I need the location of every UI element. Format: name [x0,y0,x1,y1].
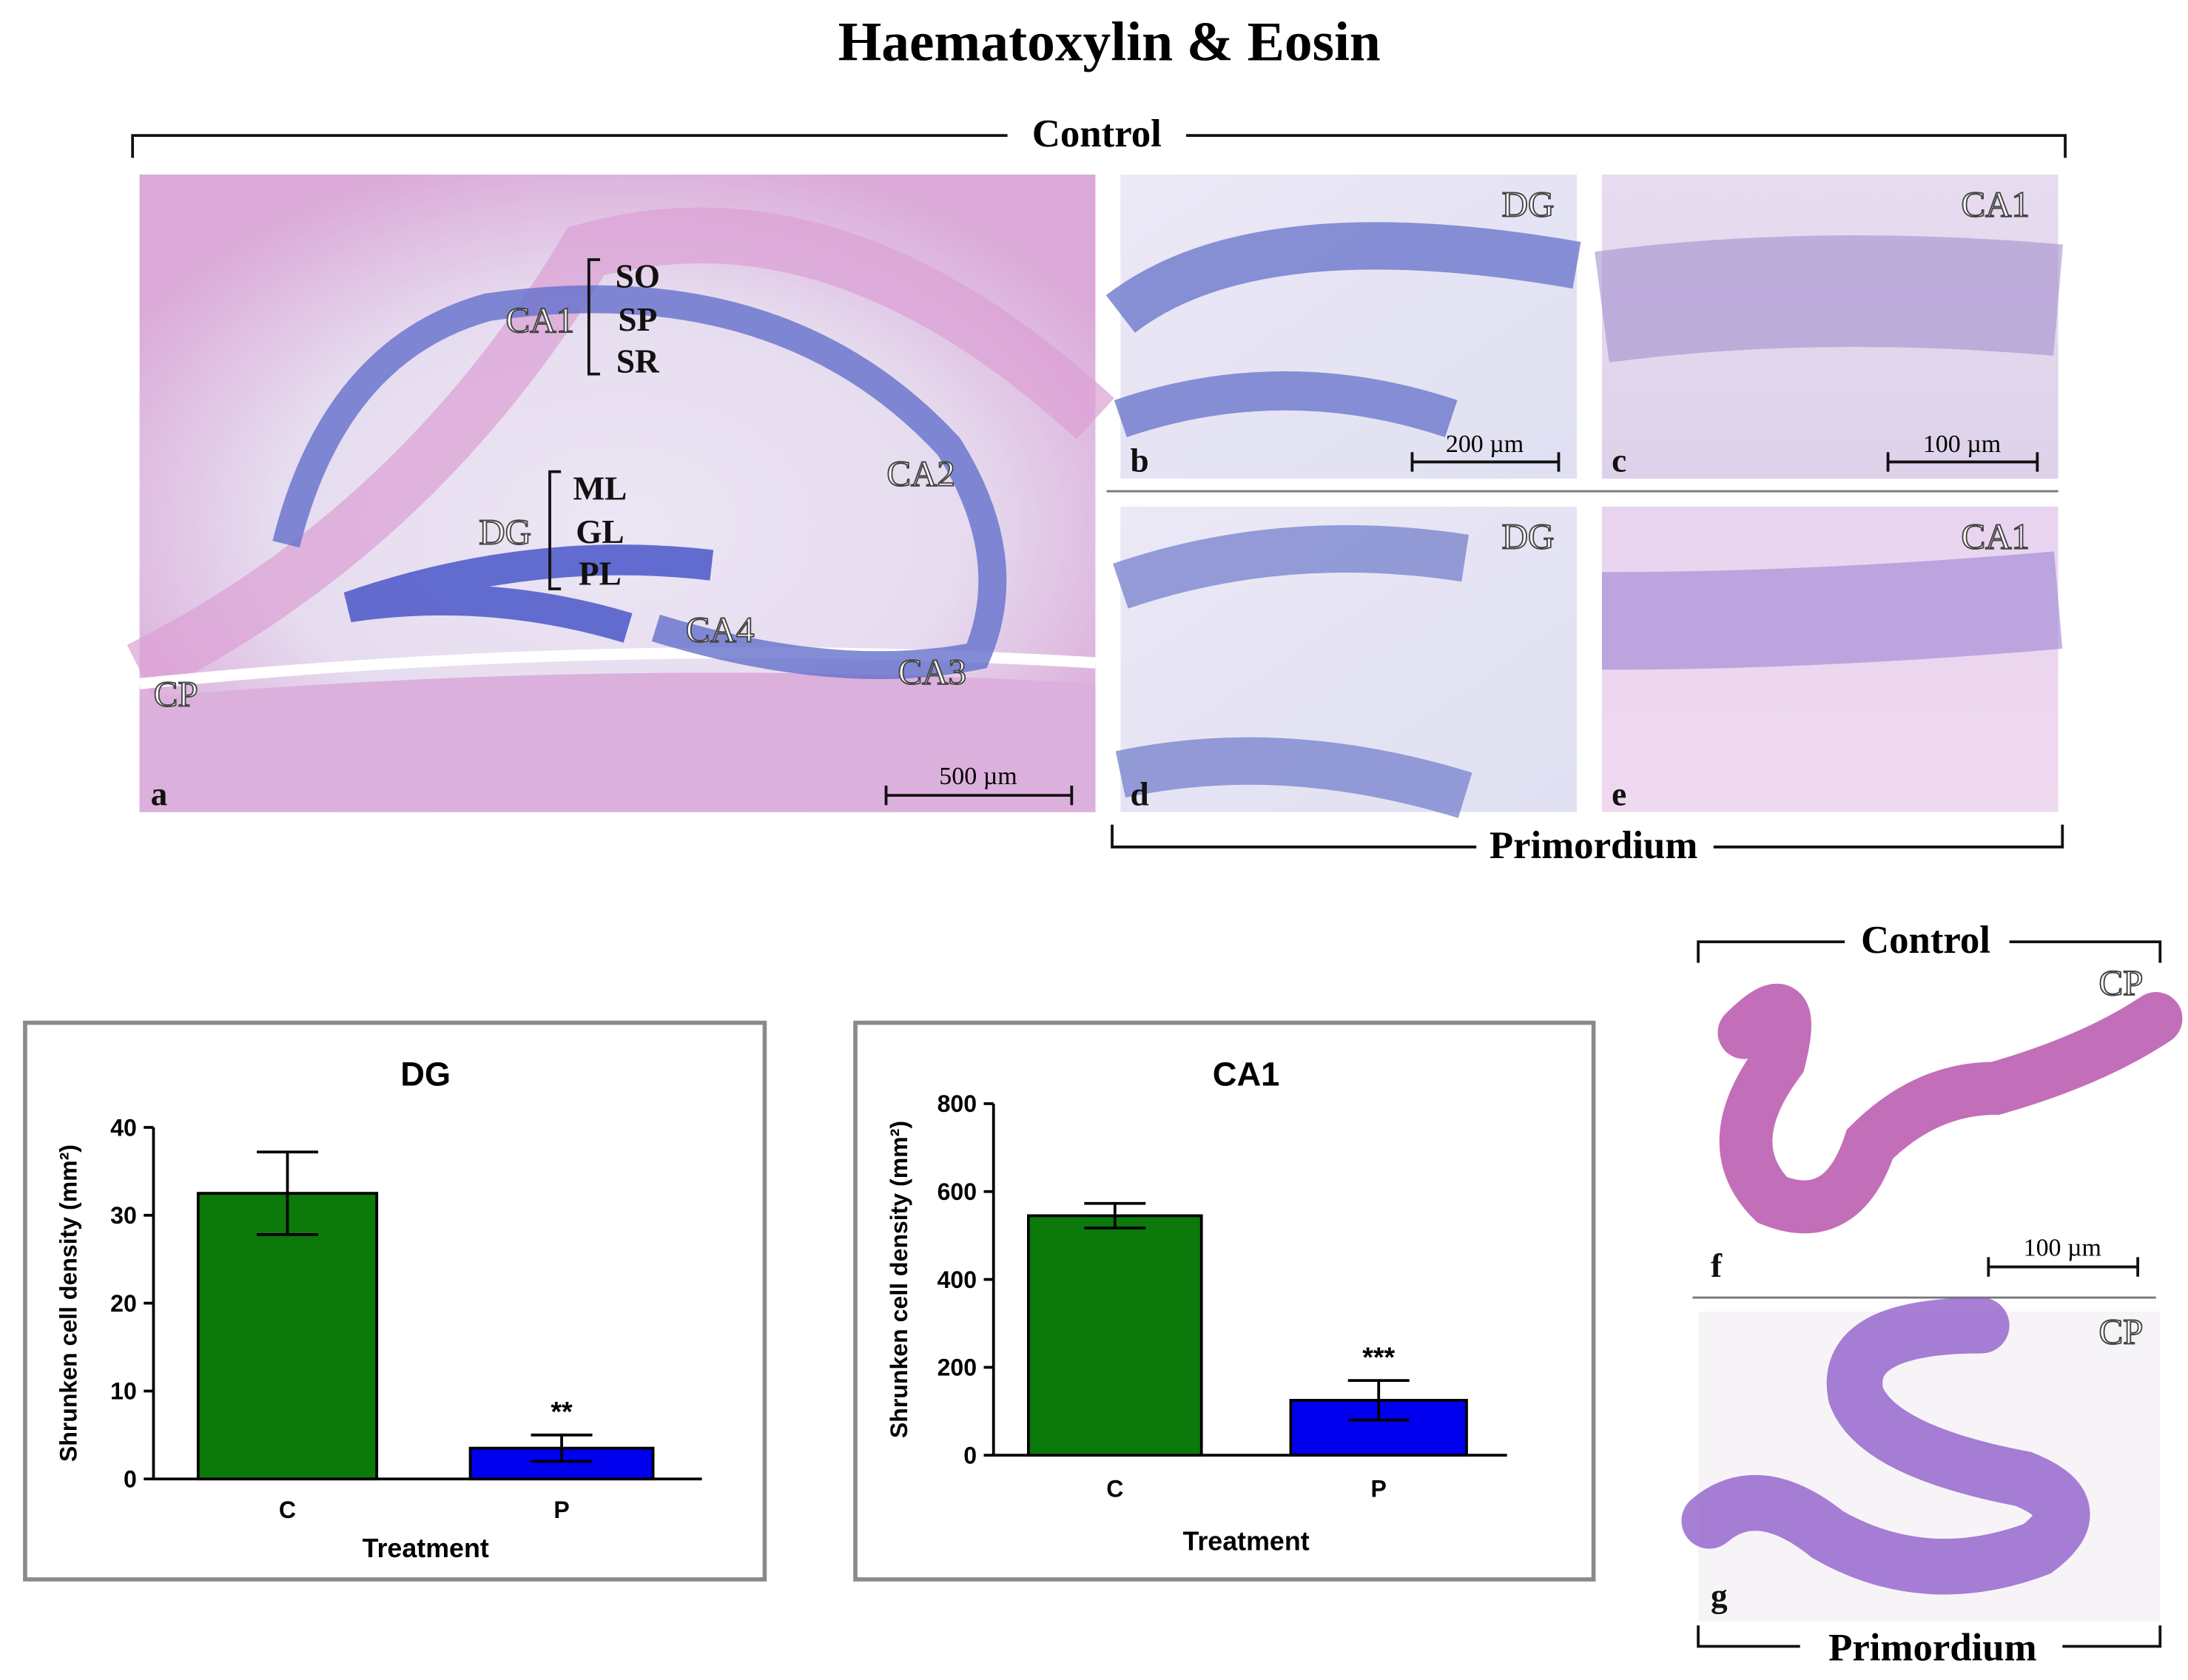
y-tick-label: 0 [963,1442,977,1468]
scale-bar [1987,1257,2139,1277]
scale-bar-label: 200 µm [1446,431,1524,458]
y-tick-label: 40 [110,1114,137,1141]
panel-letter: c [1612,442,1626,479]
panel-letter: b [1131,442,1149,479]
tissue [1681,1298,2090,1595]
error-bar [256,1150,318,1236]
group-label: Control [1861,919,1990,962]
panel-g: CP g [1681,1298,2161,1622]
x-tick-label: P [1371,1476,1387,1502]
bar [196,1192,379,1481]
y-tick-label: 400 [938,1266,977,1293]
x-axis-label: Treatment [1182,1526,1309,1556]
tissue [272,285,1007,679]
tissue [1114,371,1458,438]
region-label: CP [2098,962,2143,1003]
x-tick-label: C [279,1497,296,1523]
error-bar [1084,1201,1146,1229]
bracket [1697,940,2162,963]
figure-title: Haematoxylin & Eosin [838,11,1381,72]
scale-bar-label: 500 µm [939,763,1017,790]
group-label: Primordium [1489,824,1698,867]
y-tick-label: 20 [110,1290,137,1317]
y-axis-label: Shrunken cell density (mm²) [886,1121,912,1438]
region-label: CP [154,673,198,714]
panel-a: CA1 CA2 CA3 CA4 DG CP SO SP SR ML GL PL … [127,174,1114,812]
tissue [1115,737,1472,818]
y-tick-label: 800 [938,1090,977,1117]
bar [1026,1214,1203,1457]
y-axis-label: Shrunken cell density (mm²) [55,1144,82,1462]
panel-c: CA1 c 100 µm [1595,174,2064,479]
error-bar [531,1433,593,1463]
scale-bar-label: 100 µm [1923,431,2001,458]
tissue [343,544,714,643]
layer-label: PL [579,555,622,592]
bracket [587,258,600,376]
scale-bar-label: 100 µm [2024,1234,2101,1261]
significance-label: *** [1362,1341,1395,1372]
chart-title: CA1 [1213,1055,1280,1093]
bracket [1697,1625,2162,1648]
y-tick-label: 30 [110,1202,137,1229]
y-tick-label: 200 [938,1355,977,1381]
scale-bar [1410,452,1561,472]
region-label: CA1 [1961,516,2030,556]
panel-e: CA1 e [1601,506,2063,812]
x-tick-label: P [553,1497,569,1523]
layer-label: SO [616,258,660,295]
error-bar [1347,1379,1410,1422]
x-tick-label: C [1106,1476,1123,1502]
panel-b: DG b 200 µm [1105,174,1581,479]
y-tick-label: 600 [938,1178,977,1205]
chart-frame [853,1020,1596,1582]
region-label: CA3 [898,651,966,692]
tissue [1595,235,2064,362]
tissue [1601,551,2063,670]
region-label: CA2 [886,453,955,493]
panel-d: DG d [1112,506,1578,818]
panel-letter: e [1612,775,1626,812]
layer-label: GL [576,513,624,550]
panel-letter: g [1711,1578,1728,1615]
group-label: Control [1032,112,1162,155]
region-label: CA4 [686,610,755,650]
chart-frame [23,1020,767,1582]
layer-label: SR [616,343,660,380]
y-tick-label: 10 [110,1378,137,1405]
region-label: DG [1502,184,1555,225]
region-label: DG [479,512,531,553]
layer-label: ML [573,470,627,507]
tissue [1717,983,2183,1234]
region-label: CA1 [1961,184,2030,225]
panel-letter: d [1131,775,1149,812]
tissue [1112,524,1470,609]
scale-bar [884,785,1074,806]
region-label: CA1 [506,300,575,340]
bracket [1111,824,2064,849]
region-label: CP [2098,1311,2143,1352]
panel-letter: a [151,775,168,812]
scale-bar [1886,452,2039,472]
tissue [1105,222,1581,334]
bracket [131,134,2067,158]
chart-title: DG [400,1055,451,1093]
panel-f: CP f 100 µm [1711,962,2183,1284]
x-axis-label: Treatment [363,1534,489,1563]
bracket [548,470,562,590]
layer-label: SP [618,301,657,338]
group-label: Primordium [1828,1626,2037,1669]
significance-label: ** [551,1396,573,1427]
region-label: DG [1502,516,1555,556]
panel-letter: f [1711,1247,1723,1284]
tissue [139,672,1096,812]
tissue [127,207,1114,695]
y-tick-label: 0 [124,1466,137,1493]
